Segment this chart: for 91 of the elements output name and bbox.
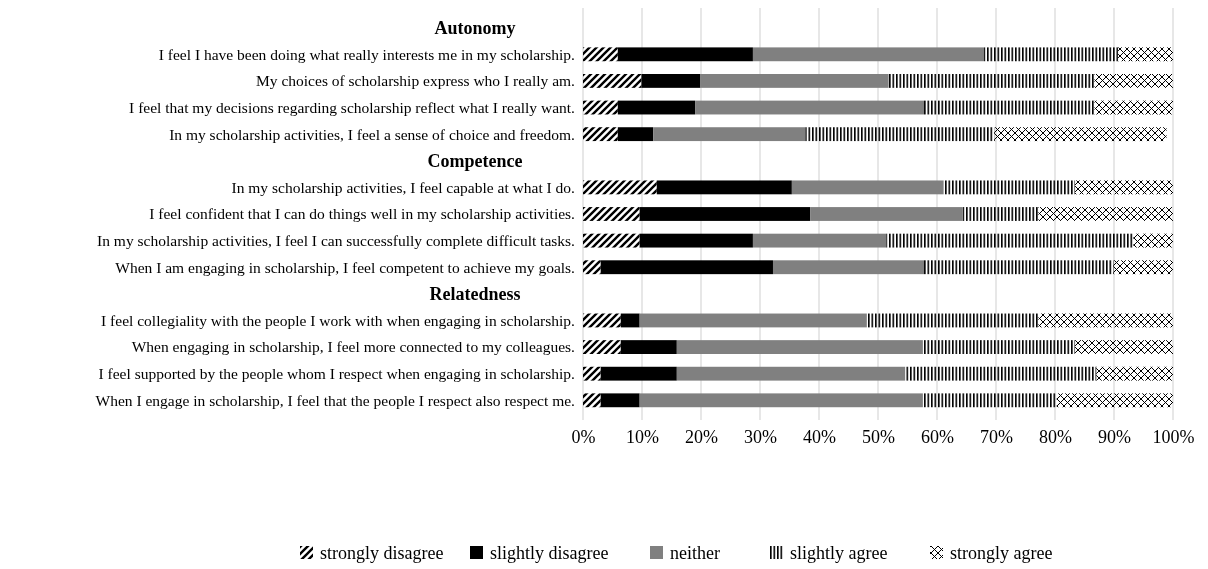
text: Autonomy [434, 18, 516, 38]
bar [810, 207, 963, 221]
bar [772, 260, 925, 275]
bar [1096, 366, 1173, 381]
bar [600, 393, 640, 408]
x-tick-label: 70% [980, 426, 1013, 447]
bar [866, 313, 1039, 328]
bar [700, 74, 889, 88]
bar [886, 233, 1134, 248]
bar [1113, 260, 1173, 275]
text: Relatedness [429, 284, 521, 305]
bar [922, 340, 1076, 354]
bar [617, 100, 696, 115]
y-tick-label: When I engage in scholarship, I feel that the people I respect also respect me. [95, 391, 575, 409]
bar [583, 366, 601, 381]
y-tick-label: In my scholarship activities, I feel a sense of choice and freedom. [169, 125, 575, 143]
bar [583, 207, 640, 221]
bar [924, 100, 1095, 115]
x-tick-label: 40% [803, 426, 836, 447]
bar [791, 180, 944, 195]
bar [583, 260, 601, 275]
bar [888, 74, 1095, 88]
bar [620, 340, 677, 354]
x-tick-label: 20% [685, 426, 718, 447]
bar [695, 100, 925, 115]
y-tick-label: I feel collegiality with the people I work with when engaging in scholarship. [101, 311, 575, 329]
bar [1056, 393, 1173, 408]
bar [583, 100, 618, 115]
bar [752, 233, 887, 248]
y-tick-label: In my scholarship activities, I feel I can successfully complete difficult tasks. [97, 232, 575, 250]
bar [1094, 100, 1173, 115]
bar [962, 207, 1039, 221]
bar [600, 366, 677, 381]
bar [1038, 207, 1173, 221]
bar [1075, 180, 1173, 195]
x-tick-label: 50% [862, 426, 895, 447]
bar [583, 47, 618, 62]
bar [1118, 47, 1173, 62]
bar [1038, 313, 1173, 328]
legend-label: slightly disagree [490, 543, 609, 564]
y-tick-label: When engaging in scholarship, I feel more connected to my colleagues. [131, 338, 575, 356]
bar [905, 366, 1097, 381]
y-tick-label: I feel I have been doing what really interests me in my scholarship. [158, 45, 575, 63]
bar [676, 340, 923, 354]
bar [583, 233, 640, 248]
legend-label: slightly agree [790, 543, 888, 564]
bar [922, 393, 1057, 408]
bar [752, 47, 984, 62]
bar [583, 393, 601, 408]
x-tick-label: 100% [1152, 426, 1195, 447]
bar [1133, 233, 1173, 248]
bar [676, 366, 906, 381]
bar [653, 127, 806, 142]
y-tick-label: In my scholarship activities, I feel capable at what I do. [231, 178, 575, 196]
bar [620, 313, 640, 328]
bar [617, 47, 753, 62]
bar [924, 260, 1114, 275]
x-tick-label: 90% [1098, 426, 1131, 447]
bar [1094, 74, 1173, 88]
legend-label: strongly agree [950, 543, 1053, 564]
bar [1075, 340, 1173, 354]
bar [639, 207, 811, 221]
y-tick-label: I feel confident that I can do things well in my scholarship activities. [149, 205, 575, 223]
bar [583, 313, 621, 328]
y-tick-label: When I am engaging in scholarship, I feel competent to achieve my goals. [115, 258, 575, 276]
bar [805, 127, 995, 142]
bar [600, 260, 773, 275]
x-tick-label: 0% [571, 426, 596, 447]
bar [943, 180, 1076, 195]
bar [583, 180, 657, 195]
bar [583, 127, 618, 142]
y-tick-label: I feel supported by the people whom I respect when engaging in scholarship. [98, 365, 575, 383]
bar [983, 47, 1119, 62]
x-tick-label: 80% [1039, 426, 1072, 447]
bar [583, 340, 621, 354]
bar [639, 233, 753, 248]
legend-label: strongly disagree [320, 543, 444, 564]
x-tick-label: 30% [744, 426, 777, 447]
legend-label: neither [670, 543, 720, 564]
bar [583, 74, 642, 88]
x-tick-label: 60% [921, 426, 954, 447]
bar [994, 127, 1167, 142]
bar [639, 393, 923, 408]
y-tick-label: My choices of scholarship express who I really am. [256, 72, 575, 90]
bar [617, 127, 654, 142]
bar [639, 313, 867, 328]
bar [641, 74, 701, 88]
bar [656, 180, 792, 195]
x-tick-label: 10% [626, 426, 659, 447]
text: Competence [427, 151, 523, 172]
y-tick-label: I feel that my decisions regarding scholarship reflect what I really want. [129, 98, 575, 116]
